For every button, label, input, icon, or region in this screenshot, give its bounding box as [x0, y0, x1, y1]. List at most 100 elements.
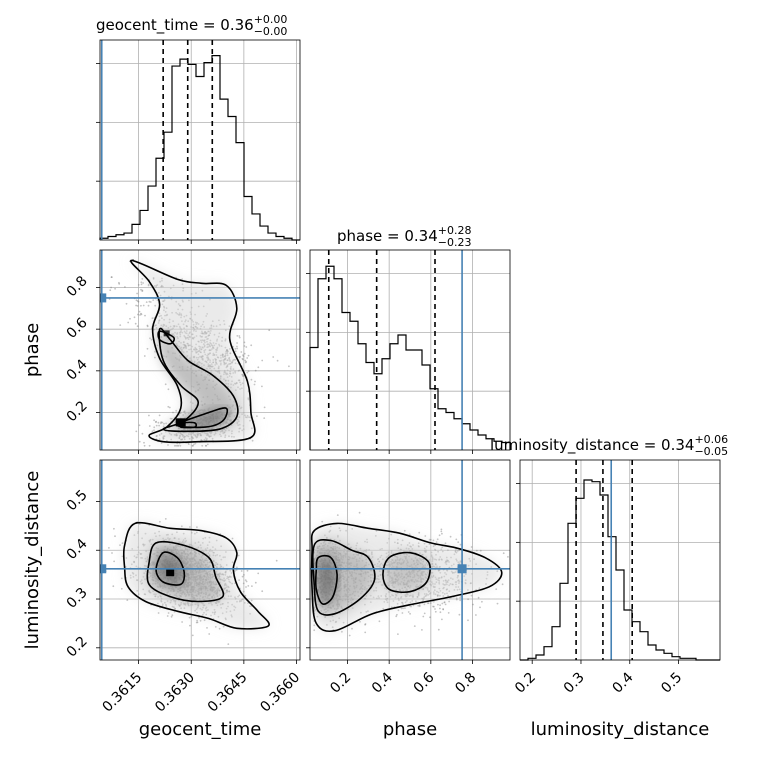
sample-point [272, 356, 275, 358]
sample-point [433, 605, 435, 608]
title-main-text: phase = 0.34 [337, 227, 438, 245]
sample-point [172, 411, 174, 414]
sample-point [404, 607, 406, 609]
sample-point [244, 361, 247, 364]
sample-point [438, 534, 441, 537]
sample-point [180, 525, 183, 528]
title-geocent-time: geocent_time = 0.36+0.00 −0.00 [96, 13, 287, 38]
sample-point [477, 596, 480, 599]
sample-point [154, 350, 157, 353]
sample-point [205, 444, 207, 447]
sample-point [256, 415, 258, 417]
sample-point [418, 531, 421, 534]
sample-point [160, 421, 163, 424]
sample-point [136, 325, 139, 328]
scatter-luminosity-distance-vs-geocent-time [96, 459, 301, 664]
sample-point [147, 304, 150, 307]
sample-point [151, 430, 154, 433]
y-axis-label-luminosity-distance: luminosity_distance [22, 471, 43, 650]
sample-point [423, 603, 426, 606]
sample-point [239, 355, 241, 358]
sample-point [475, 614, 477, 616]
sample-point [254, 581, 257, 584]
sample-point [238, 579, 241, 581]
sample-point [407, 611, 410, 613]
sample-point [441, 532, 443, 535]
sample-point [459, 599, 462, 602]
contour-lines [129, 259, 256, 444]
x-tick-label: 0.2 [327, 670, 354, 697]
sample-point [148, 300, 151, 303]
sample-point [190, 615, 193, 618]
sample-point [242, 582, 245, 585]
sample-point [134, 322, 137, 325]
sample-point [173, 444, 176, 447]
sample-point [418, 605, 421, 608]
sample-point [417, 604, 420, 607]
sample-point [459, 596, 461, 599]
sample-point [113, 527, 115, 530]
sample-point [244, 579, 247, 581]
sample-point [147, 284, 150, 287]
sample-point [261, 590, 264, 593]
x-tick-label: 0.4 [610, 669, 637, 696]
sample-point [139, 314, 141, 316]
histogram-geocent-time-panel: geocent_time = 0.36+0.00 −0.00 [96, 13, 301, 244]
histogram-steps [309, 265, 511, 450]
sample-point [171, 417, 173, 420]
sample-point [459, 543, 462, 546]
sample-point [440, 530, 443, 533]
sample-point [194, 442, 197, 445]
sample-point [439, 607, 441, 610]
sample-point [148, 414, 150, 417]
sample-point [396, 613, 398, 616]
sample-point [136, 300, 139, 302]
sample-point [250, 378, 253, 381]
sample-point [236, 347, 239, 350]
contour-lines [122, 521, 270, 630]
sample-point [237, 554, 240, 557]
sample-point [240, 351, 243, 353]
sample-point [133, 316, 136, 319]
sample-point [254, 369, 257, 372]
sample-point [263, 417, 266, 419]
sample-point [201, 444, 204, 447]
sample-point [421, 629, 423, 631]
sample-point [120, 587, 123, 590]
sample-point [181, 278, 184, 280]
sample-point [208, 633, 211, 635]
sample-point [257, 366, 260, 369]
title-main-text: geocent_time = 0.36 [96, 16, 254, 35]
sample-point [191, 444, 194, 447]
sample-point [121, 542, 124, 544]
sample-point [397, 633, 399, 635]
sample-point [455, 598, 458, 601]
sample-point [435, 541, 438, 543]
sample-point [244, 359, 247, 362]
sample-point [251, 439, 254, 442]
sample-point [444, 542, 447, 545]
sample-point [268, 329, 271, 332]
sample-point [169, 417, 172, 420]
sample-point [261, 359, 264, 362]
sample-point [418, 604, 421, 606]
x-axis-label-geocent-time: geocent_time [139, 719, 262, 740]
sample-point [348, 634, 351, 637]
sample-point [176, 444, 179, 447]
sample-point [250, 599, 253, 602]
sample-point [400, 607, 403, 610]
x-tick-label: 0.3645 [205, 670, 251, 716]
sample-point [193, 443, 195, 446]
title-upper-error: +0.06 [694, 433, 728, 446]
sample-point [427, 602, 430, 604]
sample-point [432, 600, 435, 603]
sample-point [155, 420, 158, 423]
sample-point [160, 442, 163, 444]
sample-point [155, 424, 158, 427]
density-level [159, 328, 238, 432]
sample-point [177, 444, 180, 447]
contour-line [314, 554, 338, 605]
sample-point [142, 282, 145, 284]
sample-point [442, 608, 445, 611]
sample-point [166, 615, 169, 617]
